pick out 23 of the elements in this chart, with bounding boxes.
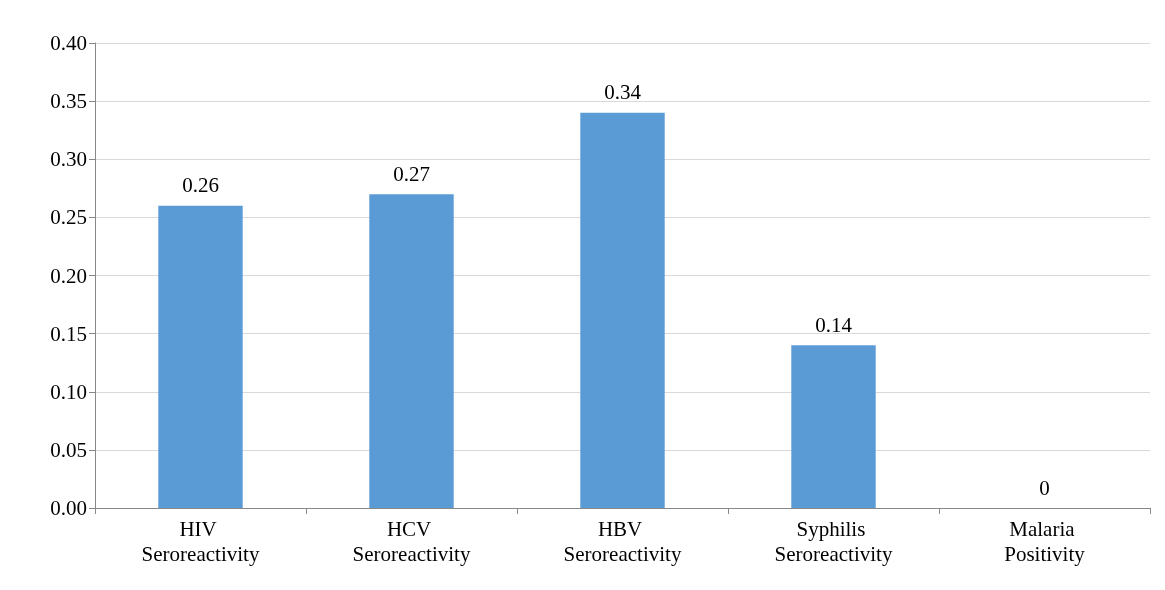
y-tick-label: 0.20 bbox=[50, 263, 87, 288]
y-tick-label: 0.00 bbox=[50, 496, 87, 520]
bar bbox=[158, 205, 243, 508]
y-tick-label: 0.40 bbox=[50, 31, 87, 55]
data-label: 0.26 bbox=[182, 173, 219, 198]
x-tick-label: Syphilis Seroreactivity bbox=[774, 516, 893, 566]
data-label: 0 bbox=[1039, 475, 1050, 500]
y-tick-label: 0.35 bbox=[50, 89, 87, 114]
data-label: 0.34 bbox=[604, 80, 642, 105]
data-label: 0.27 bbox=[393, 161, 430, 186]
bar bbox=[369, 194, 454, 508]
y-tick-label: 0.05 bbox=[50, 437, 87, 462]
x-tick-label: HCV Seroreactivity bbox=[352, 516, 471, 566]
y-tick-label: 0.15 bbox=[50, 321, 87, 346]
x-tick-label: HBV Seroreactivity bbox=[563, 516, 682, 566]
y-tick-label: 0.10 bbox=[50, 379, 87, 404]
data-label: 0.14 bbox=[815, 312, 853, 337]
y-tick-label: 0.30 bbox=[50, 147, 87, 172]
x-tick-label: HIV Seroreactivity bbox=[141, 516, 260, 566]
y-tick-label: 0.25 bbox=[50, 205, 87, 230]
x-tick-label: Malaria Positivity bbox=[1004, 516, 1086, 566]
bar bbox=[791, 345, 876, 508]
bar bbox=[580, 112, 665, 508]
